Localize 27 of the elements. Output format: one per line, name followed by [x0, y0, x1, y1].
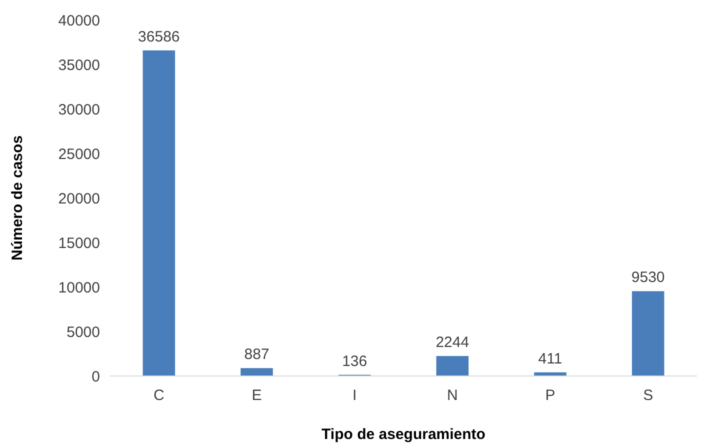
- x-tick-label: I: [352, 387, 357, 404]
- data-label: 9530: [631, 269, 665, 286]
- y-tick-label: 10000: [58, 279, 100, 296]
- y-tick-label: 25000: [58, 146, 100, 163]
- data-label: 36586: [138, 28, 180, 46]
- data-label: 2244: [436, 334, 470, 352]
- y-tick-label: 40000: [58, 12, 100, 30]
- bar: [436, 356, 469, 376]
- x-tick-label: E: [252, 387, 262, 404]
- y-tick-label: 0: [92, 368, 100, 386]
- bar: [632, 291, 664, 376]
- y-tick-label: 15000: [58, 234, 100, 252]
- data-label: 887: [244, 346, 270, 364]
- x-tick-label: N: [446, 387, 458, 404]
- y-tick-label: 20000: [58, 190, 100, 208]
- bar: [142, 50, 176, 376]
- y-tick-label: 5000: [66, 324, 100, 341]
- x-tick-label: C: [153, 387, 164, 404]
- x-tick-label: P: [545, 387, 556, 404]
- data-label: 411: [538, 350, 562, 368]
- x-axis-title: Tipo de aseguramiento: [322, 426, 486, 443]
- x-tick-label: S: [643, 387, 654, 404]
- data-label: 136: [342, 352, 368, 370]
- y-axis-title: Número de casos: [9, 135, 26, 261]
- y-tick-label: 30000: [58, 101, 100, 118]
- y-tick-label: 35000: [58, 56, 100, 74]
- bar: [240, 368, 273, 376]
